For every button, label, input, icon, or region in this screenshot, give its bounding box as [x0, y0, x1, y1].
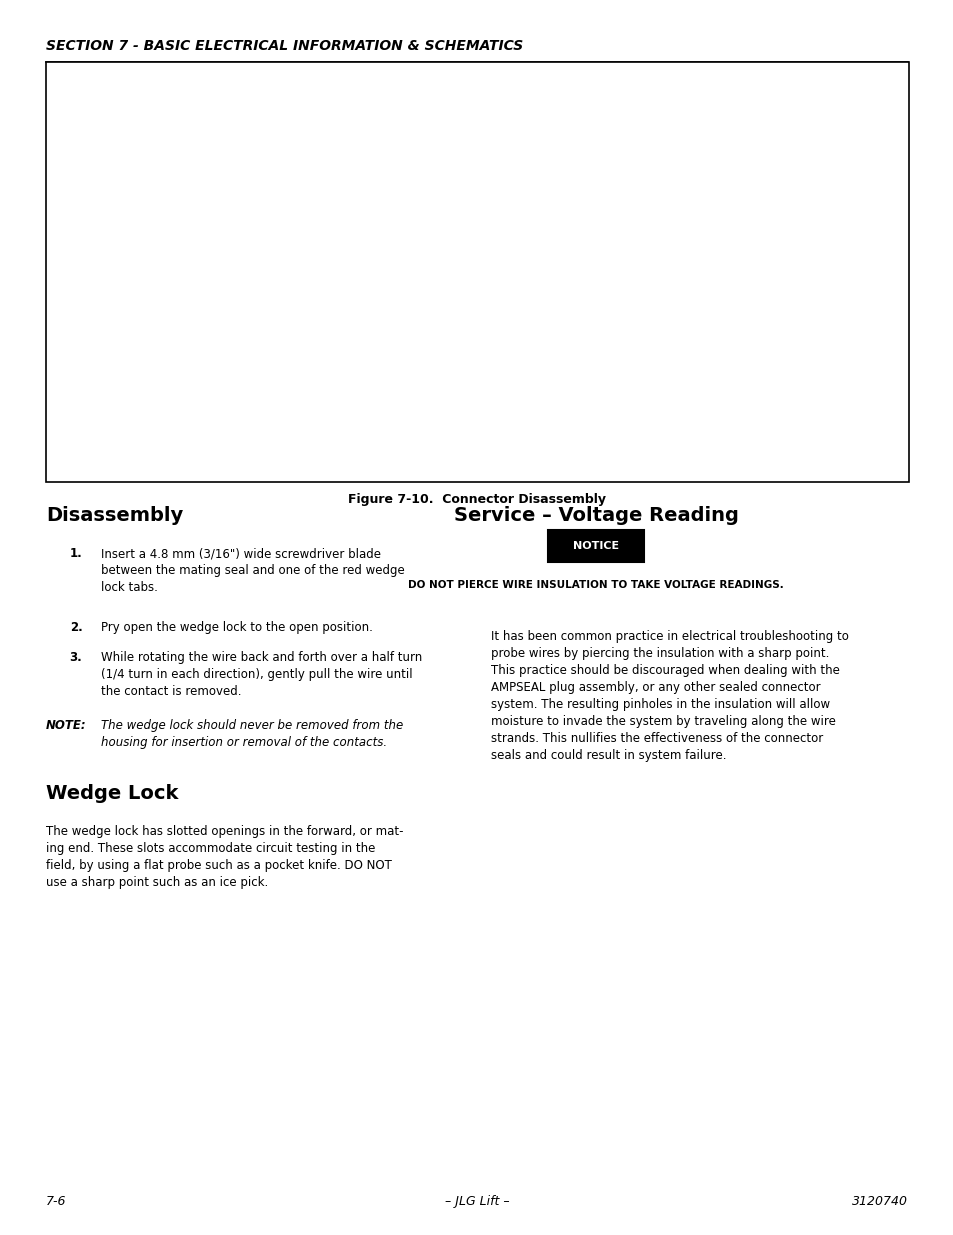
Text: 2.: 2.	[70, 621, 82, 635]
Text: 1.: 1.	[70, 547, 82, 561]
Text: – JLG Lift –: – JLG Lift –	[444, 1194, 509, 1208]
Text: The wedge lock should never be removed from the
housing for insertion or removal: The wedge lock should never be removed f…	[101, 719, 403, 748]
Text: 7-6: 7-6	[46, 1194, 66, 1208]
Text: Wedge Lock: Wedge Lock	[46, 784, 178, 803]
Text: 3120740: 3120740	[851, 1194, 907, 1208]
Text: Figure 7-10.  Connector Disassembly: Figure 7-10. Connector Disassembly	[348, 493, 605, 506]
Text: DO NOT PIERCE WIRE INSULATION TO TAKE VOLTAGE READINGS.: DO NOT PIERCE WIRE INSULATION TO TAKE VO…	[408, 580, 783, 590]
Text: NOTICE: NOTICE	[573, 541, 618, 551]
Text: Service – Voltage Reading: Service – Voltage Reading	[454, 506, 738, 525]
FancyBboxPatch shape	[46, 62, 908, 482]
Text: 3.: 3.	[70, 651, 82, 664]
Text: Disassembly: Disassembly	[46, 506, 183, 525]
Text: SECTION 7 - BASIC ELECTRICAL INFORMATION & SCHEMATICS: SECTION 7 - BASIC ELECTRICAL INFORMATION…	[46, 40, 522, 53]
Text: Insert a 4.8 mm (3/16") wide screwdriver blade
between the mating seal and one o: Insert a 4.8 mm (3/16") wide screwdriver…	[101, 547, 404, 594]
Text: NOTE:: NOTE:	[46, 719, 87, 732]
Text: Pry open the wedge lock to the open position.: Pry open the wedge lock to the open posi…	[101, 621, 373, 635]
Text: While rotating the wire back and forth over a half turn
(1/4 turn in each direct: While rotating the wire back and forth o…	[101, 651, 422, 698]
Text: The wedge lock has slotted openings in the forward, or mat-
ing end. These slots: The wedge lock has slotted openings in t…	[46, 825, 403, 889]
Text: It has been common practice in electrical troubleshooting to
probe wires by pier: It has been common practice in electrica…	[491, 630, 848, 762]
FancyBboxPatch shape	[547, 530, 644, 562]
